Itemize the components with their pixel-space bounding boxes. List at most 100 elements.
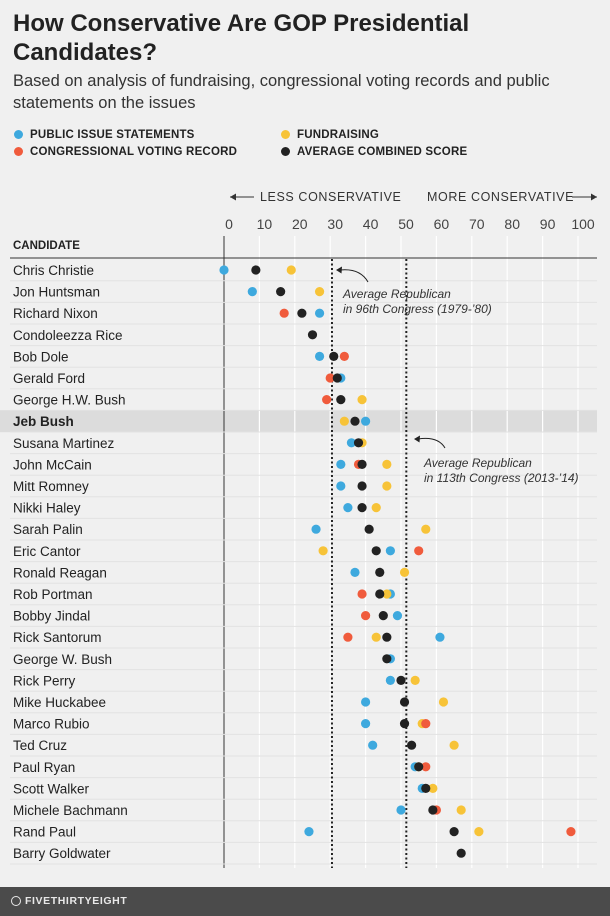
x-tick-label: 40 — [363, 216, 379, 232]
candidate-name: Gerald Ford — [13, 371, 85, 386]
dot-avg — [407, 740, 417, 750]
candidate-name: Marco Rubio — [13, 717, 90, 732]
x-tick-label: 100 — [571, 216, 595, 232]
annotation-113th-line1: Average Republican — [423, 456, 532, 470]
dot-avg — [375, 589, 385, 599]
dot-avg — [382, 632, 392, 642]
legend-voting-dot — [14, 147, 23, 156]
dot-fund — [382, 481, 392, 491]
dot-vote — [421, 719, 431, 729]
candidate-name: Sarah Palin — [13, 522, 83, 537]
legend-average: AVERAGE COMBINED SCORE — [281, 146, 467, 158]
legend-voting-label: CONGRESSIONAL VOTING RECORD — [30, 146, 238, 158]
candidate-name: Ronald Reagan — [13, 565, 107, 580]
candidate-name: Scott Walker — [13, 781, 90, 796]
dot-vote — [421, 762, 431, 772]
candidate-name: Jon Huntsman — [13, 285, 100, 300]
dot-avg — [353, 438, 364, 448]
candidate-name: Condoleezza Rice — [13, 328, 123, 343]
dot-avg — [251, 265, 261, 275]
dot-vote — [361, 611, 371, 621]
x-tick-label: 10 — [257, 216, 273, 232]
dot-fund — [474, 827, 484, 837]
x-tick-label: 20 — [292, 216, 308, 232]
dot-public — [361, 416, 371, 426]
x-tick-label: 30 — [327, 216, 343, 232]
legend-average-dot — [281, 147, 290, 156]
candidate-name: George W. Bush — [13, 652, 112, 667]
candidate-name: Bobby Jindal — [13, 609, 90, 624]
dot-avg — [357, 481, 367, 491]
dot-avg — [297, 308, 307, 318]
dot-avg — [357, 503, 367, 513]
candidate-name: Susana Martinez — [13, 436, 115, 451]
legend-public-dot — [14, 130, 23, 139]
x-tick-label: 50 — [398, 216, 414, 232]
legend-voting: CONGRESSIONAL VOTING RECORD — [14, 146, 237, 158]
less-conservative-label: LESS CONSERVATIVE — [260, 190, 402, 204]
dot-avg — [307, 330, 318, 340]
candidate-name: Mike Huckabee — [13, 695, 106, 710]
candidate-name: Barry Goldwater — [13, 846, 111, 861]
right-arrow-head-icon — [591, 193, 597, 201]
dot-avg — [399, 697, 410, 707]
x-tick-label: 0 — [225, 216, 233, 232]
dot-public — [304, 827, 314, 837]
dot-vote — [343, 632, 353, 642]
annotation-113th-line2: in 113th Congress (2013-’14) — [424, 471, 579, 485]
dot-fund — [428, 783, 438, 794]
candidate-name: Jeb Bush — [13, 414, 74, 429]
candidate-name: George H.W. Bush — [13, 393, 126, 408]
dot-avg — [382, 654, 392, 664]
legend-fundraising-label: FUNDRAISING — [297, 129, 380, 141]
candidate-name: Rick Santorum — [13, 630, 102, 645]
candidate-name: Rick Perry — [13, 673, 76, 688]
annotation-96th-line2: in 96th Congress (1979-’80) — [343, 302, 492, 316]
candidate-name: Rand Paul — [13, 825, 76, 840]
dot-fund — [339, 416, 349, 426]
legend-fundraising: FUNDRAISING — [281, 129, 379, 141]
annotation-96th-line1: Average Republican — [342, 287, 451, 301]
dot-fund — [410, 675, 420, 686]
more-conservative-label: MORE CONSERVATIVE — [427, 190, 574, 204]
dot-public — [350, 567, 360, 578]
candidate-name: Paul Ryan — [13, 760, 75, 775]
chart-title: How Conservative Are GOP Presidential Ca… — [13, 10, 470, 66]
dot-vote — [322, 395, 332, 405]
legend-public-label: PUBLIC ISSUE STATEMENTS — [30, 129, 195, 141]
dot-avg — [399, 719, 410, 729]
dot-avg — [364, 524, 374, 534]
dot-avg — [414, 762, 424, 772]
dot-avg — [357, 459, 367, 469]
dot-public — [392, 611, 403, 621]
dot-fund — [318, 546, 328, 556]
dot-avg — [332, 373, 342, 383]
legend-average-label: AVERAGE COMBINED SCORE — [297, 146, 468, 158]
chart-subtitle: Based on analysis of fundraising, congre… — [13, 72, 550, 112]
candidate-name: Mitt Romney — [13, 479, 89, 494]
dot-public — [396, 805, 406, 815]
dot-fund — [456, 805, 466, 815]
dot-public — [361, 719, 371, 729]
dot-fund — [371, 503, 381, 513]
candidate-name: Michele Bachmann — [13, 803, 128, 818]
x-tick-label: 80 — [504, 216, 520, 232]
highlight-row-band — [0, 410, 597, 433]
dot-public — [336, 459, 346, 469]
dot-fund — [449, 740, 459, 750]
dot-public — [385, 546, 395, 556]
footer-bar: FIVETHIRTYEIGHT — [0, 887, 610, 916]
dot-fund — [399, 567, 410, 578]
dot-avg — [350, 416, 360, 426]
dot-public — [219, 265, 229, 275]
annotation-arrow-2 — [417, 437, 446, 449]
dot-avg — [421, 783, 431, 794]
dot-avg — [375, 567, 385, 578]
legend-public: PUBLIC ISSUE STATEMENTS — [14, 129, 195, 141]
dot-public — [368, 740, 378, 750]
annotation-arrow-head-1 — [336, 266, 342, 274]
dot-public — [343, 503, 353, 513]
dot-avg — [449, 827, 459, 837]
left-arrow-head-icon — [230, 193, 236, 201]
dot-public — [435, 632, 445, 642]
